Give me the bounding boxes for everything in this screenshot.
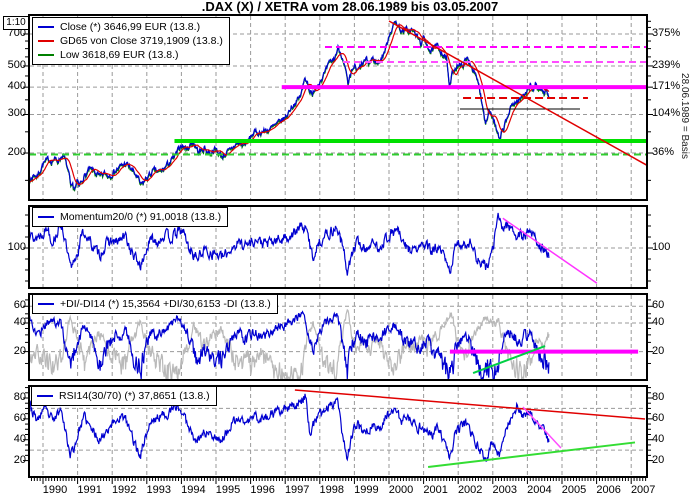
legend-item: Close (*) 3646,99 EUR (13.8.) [38,20,223,34]
legend-label: Low 3618,69 EUR (13.8.) [60,49,179,61]
y-axis-label: 80 [13,391,26,403]
x-axis-year-label: 1992 [111,484,137,496]
y-axis-label: 200 [7,146,26,158]
x-axis-year-label: 1991 [77,484,102,496]
y-axis-label: 171% [652,80,681,92]
y-axis-label: 300 [7,107,26,119]
x-axis-year-label: 1990 [42,484,68,496]
legend-item: GD65 von Close 3719,1909 (13.8.) [38,34,223,48]
legend-item: Low 3618,69 EUR (13.8.) [38,48,223,62]
x-axis-year-label: 1997 [284,484,310,496]
legend-label: GD65 von Close 3719,1909 (13.8.) [60,35,223,47]
legend-item: Momentum20/0 (*) 91,0018 (13.8.) [38,210,221,224]
x-axis-year-label: 2000 [388,484,414,496]
x-axis-year-label: 1993 [146,484,172,496]
y-axis-label: 40 [13,433,26,445]
y-axis-label: 20 [652,454,665,466]
momentum-panel[interactable] [28,205,648,289]
x-axis-year-label: 1995 [215,484,241,496]
x-axis-year-label: 2004 [527,484,552,496]
line-sample-icon [38,216,54,218]
y-axis-label: 60 [13,299,26,311]
x-axis-year-label: 2001 [423,484,448,496]
rsi-panel[interactable] [28,385,648,478]
y-axis-label: 400 [7,80,26,92]
y-axis-label: 239% [652,59,681,71]
scale-badge: 1:10 [3,16,29,30]
y-axis-label: 40 [13,316,26,328]
y-axis-label: 36% [652,146,675,158]
y-axis-label: 500 [7,59,26,71]
y-axis-label: 20 [13,345,26,357]
x-axis-year-label: 1994 [181,484,206,496]
y-axis-label: 80 [652,391,665,403]
legend-item: +DI/-DI14 (*) 15,3564 +DI/30,6153 -DI (1… [38,297,271,311]
y-axis-label: 40 [652,316,665,328]
x-axis-year-label: 1998 [319,484,345,496]
legend-rsi[interactable]: RSI14(30/70) (*) 37,8651 (13.8.) [31,386,217,406]
chart-title: .DAX (X) / XETRA vom 28.06.1989 bis 03.0… [201,0,499,14]
y-axis-label: 60 [652,299,665,311]
line-sample-icon [38,40,54,42]
line-sample-icon [38,54,54,56]
x-axis-year-label: 2005 [561,484,587,496]
y-axis-label: 20 [13,454,26,466]
x-axis-year-label: 2006 [596,484,621,496]
x-axis-year-label: 2007 [630,484,656,496]
price-panel[interactable] [28,14,648,201]
di-panel[interactable] [28,293,648,381]
legend-price[interactable]: Close (*) 3646,99 EUR (13.8.) GD65 von C… [32,17,230,65]
legend-label: Close (*) 3646,99 EUR (13.8.) [60,21,201,33]
x-axis-year-label: 2002 [457,484,483,496]
legend-di[interactable]: +DI/-DI14 (*) 15,3564 +DI/30,6153 -DI (1… [32,294,278,314]
legend-label: Momentum20/0 (*) 91,0018 (13.8.) [60,211,222,223]
legend-momentum[interactable]: Momentum20/0 (*) 91,0018 (13.8.) [32,207,229,227]
y-axis-label: 40 [652,433,665,445]
y-axis-label: 375% [652,27,681,39]
legend-label: RSI14(30/70) (*) 37,8651 (13.8.) [59,390,210,402]
y-axis-label: 700 [7,27,26,39]
line-sample-icon [38,26,54,28]
x-axis-year-label: 1996 [250,484,275,496]
x-axis-year-label: 2003 [492,484,518,496]
line-sample-icon [37,395,53,397]
legend-label: +DI/-DI14 (*) 15,3564 +DI/30,6153 -DI (1… [60,298,271,310]
line-sample-icon [38,303,54,305]
y-axis-label: 100 [652,241,671,253]
legend-item: RSI14(30/70) (*) 37,8651 (13.8.) [37,389,210,403]
y-axis-label: 20 [652,345,665,357]
x-axis-year-label: 1999 [354,484,379,496]
y-axis-label: 100 [7,241,26,253]
y-axis-label: 60 [652,412,665,424]
y-axis-label: 60 [13,412,26,424]
y-axis-label: 104% [652,107,681,119]
